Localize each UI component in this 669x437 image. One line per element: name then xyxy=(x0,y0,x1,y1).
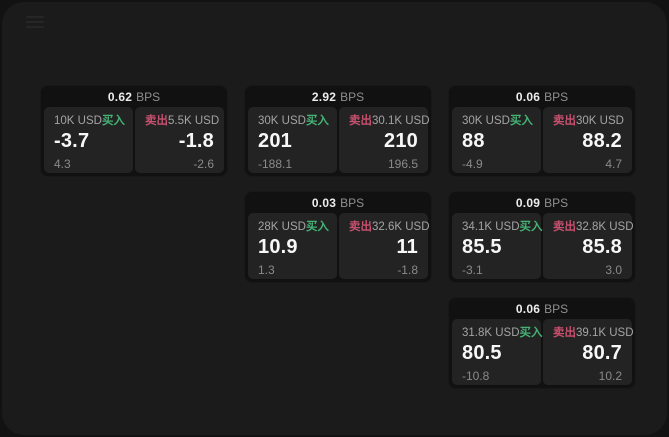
sell-sub-value: 4.7 xyxy=(605,157,622,171)
sell-price: 85.8 xyxy=(582,236,622,258)
buy-side-label: 买入 xyxy=(305,115,329,127)
bps-unit-label: BPS xyxy=(340,196,365,210)
menu-icon[interactable] xyxy=(26,14,44,30)
bps-unit-label: BPS xyxy=(340,90,365,104)
bps-unit-label: BPS xyxy=(544,90,569,104)
quote-card: 2.92 BPS 30K USD 买入 201 -188.1 卖出 30.1K U… xyxy=(244,85,432,177)
buy-sub-value: -10.8 xyxy=(462,369,490,383)
quote-card: 0.09 BPS 34.1K USD 买入 85.5 -3.1 卖出 32.8K … xyxy=(448,191,636,283)
buy-sub-value: -4.9 xyxy=(462,157,483,171)
bps-unit-label: BPS xyxy=(544,196,569,210)
buy-side-label: 买入 xyxy=(305,221,329,233)
sell-price: 210 xyxy=(384,130,418,152)
buy-panel[interactable]: 30K USD 买入 201 -188.1 xyxy=(248,107,337,173)
sell-amount: 32.6K USD xyxy=(372,221,430,233)
buy-amount: 30K USD xyxy=(258,115,306,127)
bps-unit-label: BPS xyxy=(136,90,161,104)
buy-amount: 30K USD xyxy=(462,115,510,127)
bps-header: 0.09 BPS xyxy=(449,192,635,213)
quote-panels: 30K USD 买入 88 -4.9 卖出 30K USD 88.2 4.7 xyxy=(449,107,635,176)
quote-panels: 31.8K USD 买入 80.5 -10.8 卖出 39.1K USD 80.… xyxy=(449,319,635,388)
buy-price: 10.9 xyxy=(258,236,298,258)
quote-panels: 28K USD 买入 10.9 1.3 卖出 32.6K USD 11 -1.8 xyxy=(245,213,431,282)
sell-sub-value: 3.0 xyxy=(605,263,622,277)
buy-amount: 10K USD xyxy=(54,115,102,127)
sell-panel[interactable]: 卖出 32.8K USD 85.8 3.0 xyxy=(543,213,634,279)
buy-price: 80.5 xyxy=(462,342,502,364)
bps-header: 0.06 BPS xyxy=(449,86,635,107)
sell-amount: 39.1K USD xyxy=(576,327,634,339)
sell-amount: 32.8K USD xyxy=(576,221,634,233)
sell-price: -1.8 xyxy=(178,130,214,152)
buy-price: -3.7 xyxy=(54,130,90,152)
buy-sub-value: -3.1 xyxy=(462,263,483,277)
sell-price: 88.2 xyxy=(582,130,622,152)
sell-panel[interactable]: 卖出 5.5K USD -1.8 -2.6 xyxy=(135,107,224,173)
sell-side-label: 卖出 xyxy=(349,221,372,233)
sell-price: 80.7 xyxy=(582,342,622,364)
quote-panels: 34.1K USD 买入 85.5 -3.1 卖出 32.8K USD 85.8… xyxy=(449,213,635,282)
quote-panels: 10K USD 买入 -3.7 4.3 卖出 5.5K USD -1.8 -2.… xyxy=(41,107,227,176)
sell-sub-value: 10.2 xyxy=(598,369,622,383)
buy-price: 201 xyxy=(258,130,292,152)
bps-value: 0.09 xyxy=(515,196,541,210)
sell-price: 11 xyxy=(396,236,418,258)
quote-card: 0.03 BPS 28K USD 买入 10.9 1.3 卖出 32.6K USD… xyxy=(244,191,432,283)
quote-card: 0.06 BPS 31.8K USD 买入 80.5 -10.8 卖出 39.1K… xyxy=(448,297,636,389)
bps-header: 0.03 BPS xyxy=(245,192,431,213)
quote-panels: 30K USD 买入 201 -188.1 卖出 30.1K USD 210 1… xyxy=(245,107,431,176)
bps-header: 0.06 BPS xyxy=(449,298,635,319)
bps-value: 2.92 xyxy=(311,90,337,104)
buy-side-label: 买入 xyxy=(519,221,543,233)
buy-panel[interactable]: 10K USD 买入 -3.7 4.3 xyxy=(44,107,133,173)
buy-amount: 28K USD xyxy=(258,221,306,233)
buy-side-label: 买入 xyxy=(519,327,543,339)
sell-side-label: 卖出 xyxy=(553,221,576,233)
sell-panel[interactable]: 卖出 30K USD 88.2 4.7 xyxy=(543,107,632,173)
bps-value: 0.06 xyxy=(515,302,541,316)
buy-panel[interactable]: 30K USD 买入 88 -4.9 xyxy=(452,107,541,173)
buy-price: 85.5 xyxy=(462,236,502,258)
buy-panel[interactable]: 34.1K USD 买入 85.5 -3.1 xyxy=(452,213,543,279)
sell-panel[interactable]: 卖出 30.1K USD 210 196.5 xyxy=(339,107,430,173)
quote-card: 0.62 BPS 10K USD 买入 -3.7 4.3 卖出 5.5K USD … xyxy=(40,85,228,177)
sell-amount: 30K USD xyxy=(576,115,624,127)
bps-value: 0.03 xyxy=(311,196,337,210)
quote-card: 0.06 BPS 30K USD 买入 88 -4.9 卖出 30K USD 88… xyxy=(448,85,636,177)
sell-side-label: 卖出 xyxy=(349,115,372,127)
buy-side-label: 买入 xyxy=(101,115,125,127)
buy-sub-value: -188.1 xyxy=(258,157,293,171)
buy-sub-value: 4.3 xyxy=(54,157,71,171)
sell-panel[interactable]: 卖出 32.6K USD 11 -1.8 xyxy=(339,213,430,279)
buy-amount: 31.8K USD xyxy=(462,327,520,339)
sell-side-label: 卖出 xyxy=(553,327,576,339)
quote-cards-grid: 0.62 BPS 10K USD 买入 -3.7 4.3 卖出 5.5K USD … xyxy=(40,85,636,389)
buy-price: 88 xyxy=(462,130,485,152)
bps-unit-label: BPS xyxy=(544,302,569,316)
buy-panel[interactable]: 31.8K USD 买入 80.5 -10.8 xyxy=(452,319,543,385)
menu-icon-bar xyxy=(26,26,44,28)
sell-sub-value: 196.5 xyxy=(387,157,418,171)
sell-amount: 5.5K USD xyxy=(168,115,220,127)
bps-value: 0.62 xyxy=(107,90,133,104)
sell-amount: 30.1K USD xyxy=(372,115,430,127)
buy-side-label: 买入 xyxy=(509,115,533,127)
bps-header: 2.92 BPS xyxy=(245,86,431,107)
sell-side-label: 卖出 xyxy=(145,115,168,127)
sell-sub-value: -1.8 xyxy=(397,263,418,277)
buy-panel[interactable]: 28K USD 买入 10.9 1.3 xyxy=(248,213,337,279)
menu-icon-bar xyxy=(26,21,44,23)
menu-icon-bar xyxy=(26,16,44,18)
bps-value: 0.06 xyxy=(515,90,541,104)
sell-side-label: 卖出 xyxy=(553,115,576,127)
buy-sub-value: 1.3 xyxy=(258,263,275,277)
sell-panel[interactable]: 卖出 39.1K USD 80.7 10.2 xyxy=(543,319,634,385)
sell-sub-value: -2.6 xyxy=(193,157,214,171)
bps-header: 0.62 BPS xyxy=(41,86,227,107)
buy-amount: 34.1K USD xyxy=(462,221,520,233)
